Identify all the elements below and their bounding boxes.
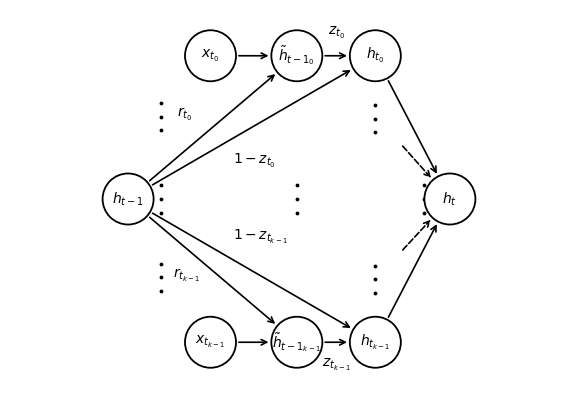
Text: $r_{t_0}$: $r_{t_0}$ [177,106,192,123]
Text: $\tilde{h}_{t-1_{k-1}}$: $\tilde{h}_{t-1_{k-1}}$ [272,331,321,353]
Text: $\tilde{h}_{t-1_{0}}$: $\tilde{h}_{t-1_{0}}$ [279,45,315,67]
Text: $h_{t_0}$: $h_{t_0}$ [366,46,384,65]
Text: $h_t$: $h_t$ [442,190,457,208]
Text: $z_{t_0}$: $z_{t_0}$ [328,25,344,41]
Circle shape [102,174,154,224]
Circle shape [350,30,401,81]
Text: $z_{t_{k-1}}$: $z_{t_{k-1}}$ [321,357,351,373]
Text: $1 - z_{t_0}$: $1 - z_{t_0}$ [233,152,276,170]
Text: $x_{t_0}$: $x_{t_0}$ [201,48,220,64]
Text: $x_{t_{k-1}}$: $x_{t_{k-1}}$ [195,334,225,350]
Circle shape [185,30,236,81]
Circle shape [271,317,323,368]
Circle shape [271,30,323,81]
Text: $r_{t_{k-1}}$: $r_{t_{k-1}}$ [173,267,201,284]
Text: $h_{t_{k-1}}$: $h_{t_{k-1}}$ [360,333,391,352]
Circle shape [424,174,476,224]
Text: $h_{t-1}$: $h_{t-1}$ [112,190,144,208]
Text: $1 - z_{t_{k-1}}$: $1 - z_{t_{k-1}}$ [233,228,288,246]
Circle shape [185,317,236,368]
Circle shape [350,317,401,368]
